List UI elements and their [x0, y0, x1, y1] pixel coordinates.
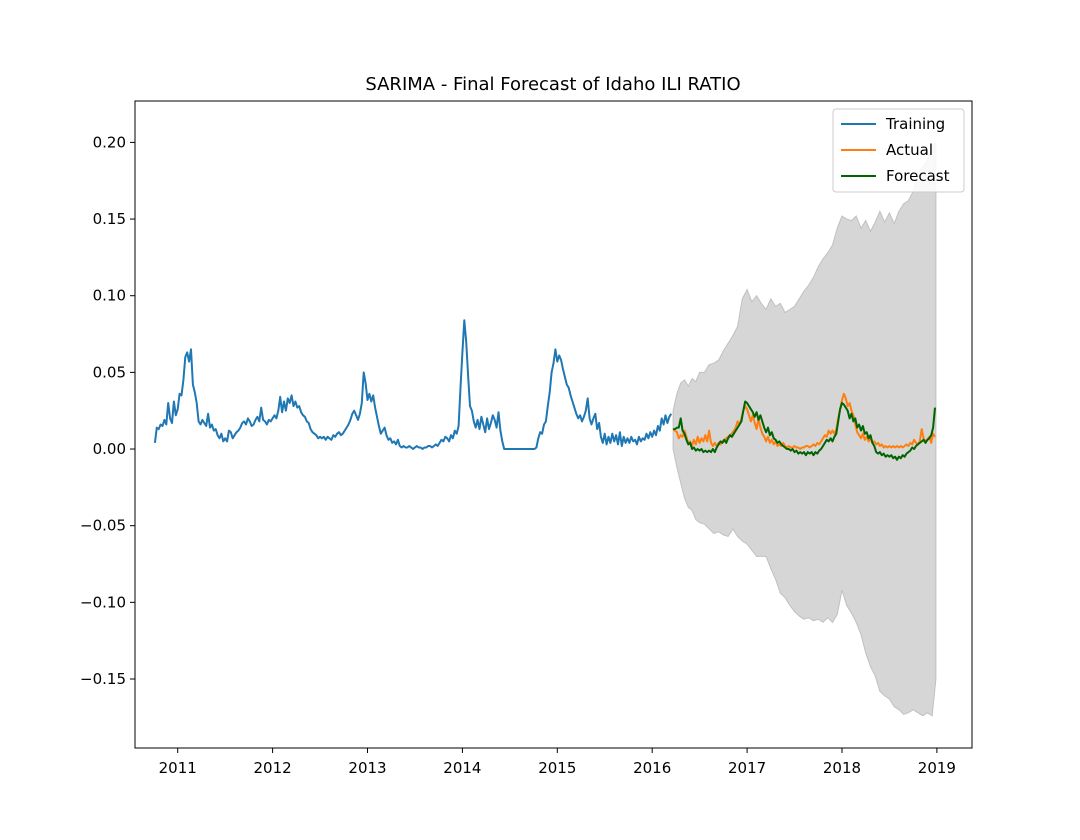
legend: Training Actual Forecast	[832, 108, 965, 193]
x-tick-label: 2017	[728, 759, 766, 777]
x-tick-label: 2019	[918, 759, 956, 777]
legend-box	[832, 108, 965, 193]
y-tick-label: 0.15	[93, 210, 126, 228]
confidence-band	[672, 141, 937, 717]
x-tick-label: 2013	[348, 759, 386, 777]
y-tick-label: −0.10	[80, 593, 126, 611]
x-tick-label: 2015	[538, 759, 576, 777]
chart-title: SARIMA - Final Forecast of Idaho ILI RAT…	[365, 74, 740, 95]
axes-frame	[134, 100, 973, 749]
series-line-forecast	[673, 400, 936, 461]
y-tick-label: 0.05	[93, 363, 126, 381]
x-tick-label: 2016	[633, 759, 671, 777]
y-tick-label: −0.05	[80, 517, 126, 535]
x-tick-label: 2012	[254, 759, 292, 777]
legend-label-actual: Actual	[886, 141, 933, 159]
x-tick-label: 2014	[443, 759, 481, 777]
series-line-training	[153, 319, 673, 450]
y-tick-label: 0.10	[93, 287, 126, 305]
y-tick-label: 0.00	[93, 440, 126, 458]
legend-label-training: Training	[885, 115, 945, 133]
x-tick-label: 2018	[823, 759, 861, 777]
y-tick-label: 0.20	[93, 133, 126, 151]
axis-ticks: 2011 2012 2013 2014 2015 2016 2017 2018 2019 −0.1…	[80, 133, 956, 777]
x-tick-label: 2011	[159, 759, 197, 777]
y-tick-label: −0.15	[80, 670, 126, 688]
legend-label-forecast: Forecast	[886, 167, 950, 185]
plot-area	[153, 141, 937, 717]
